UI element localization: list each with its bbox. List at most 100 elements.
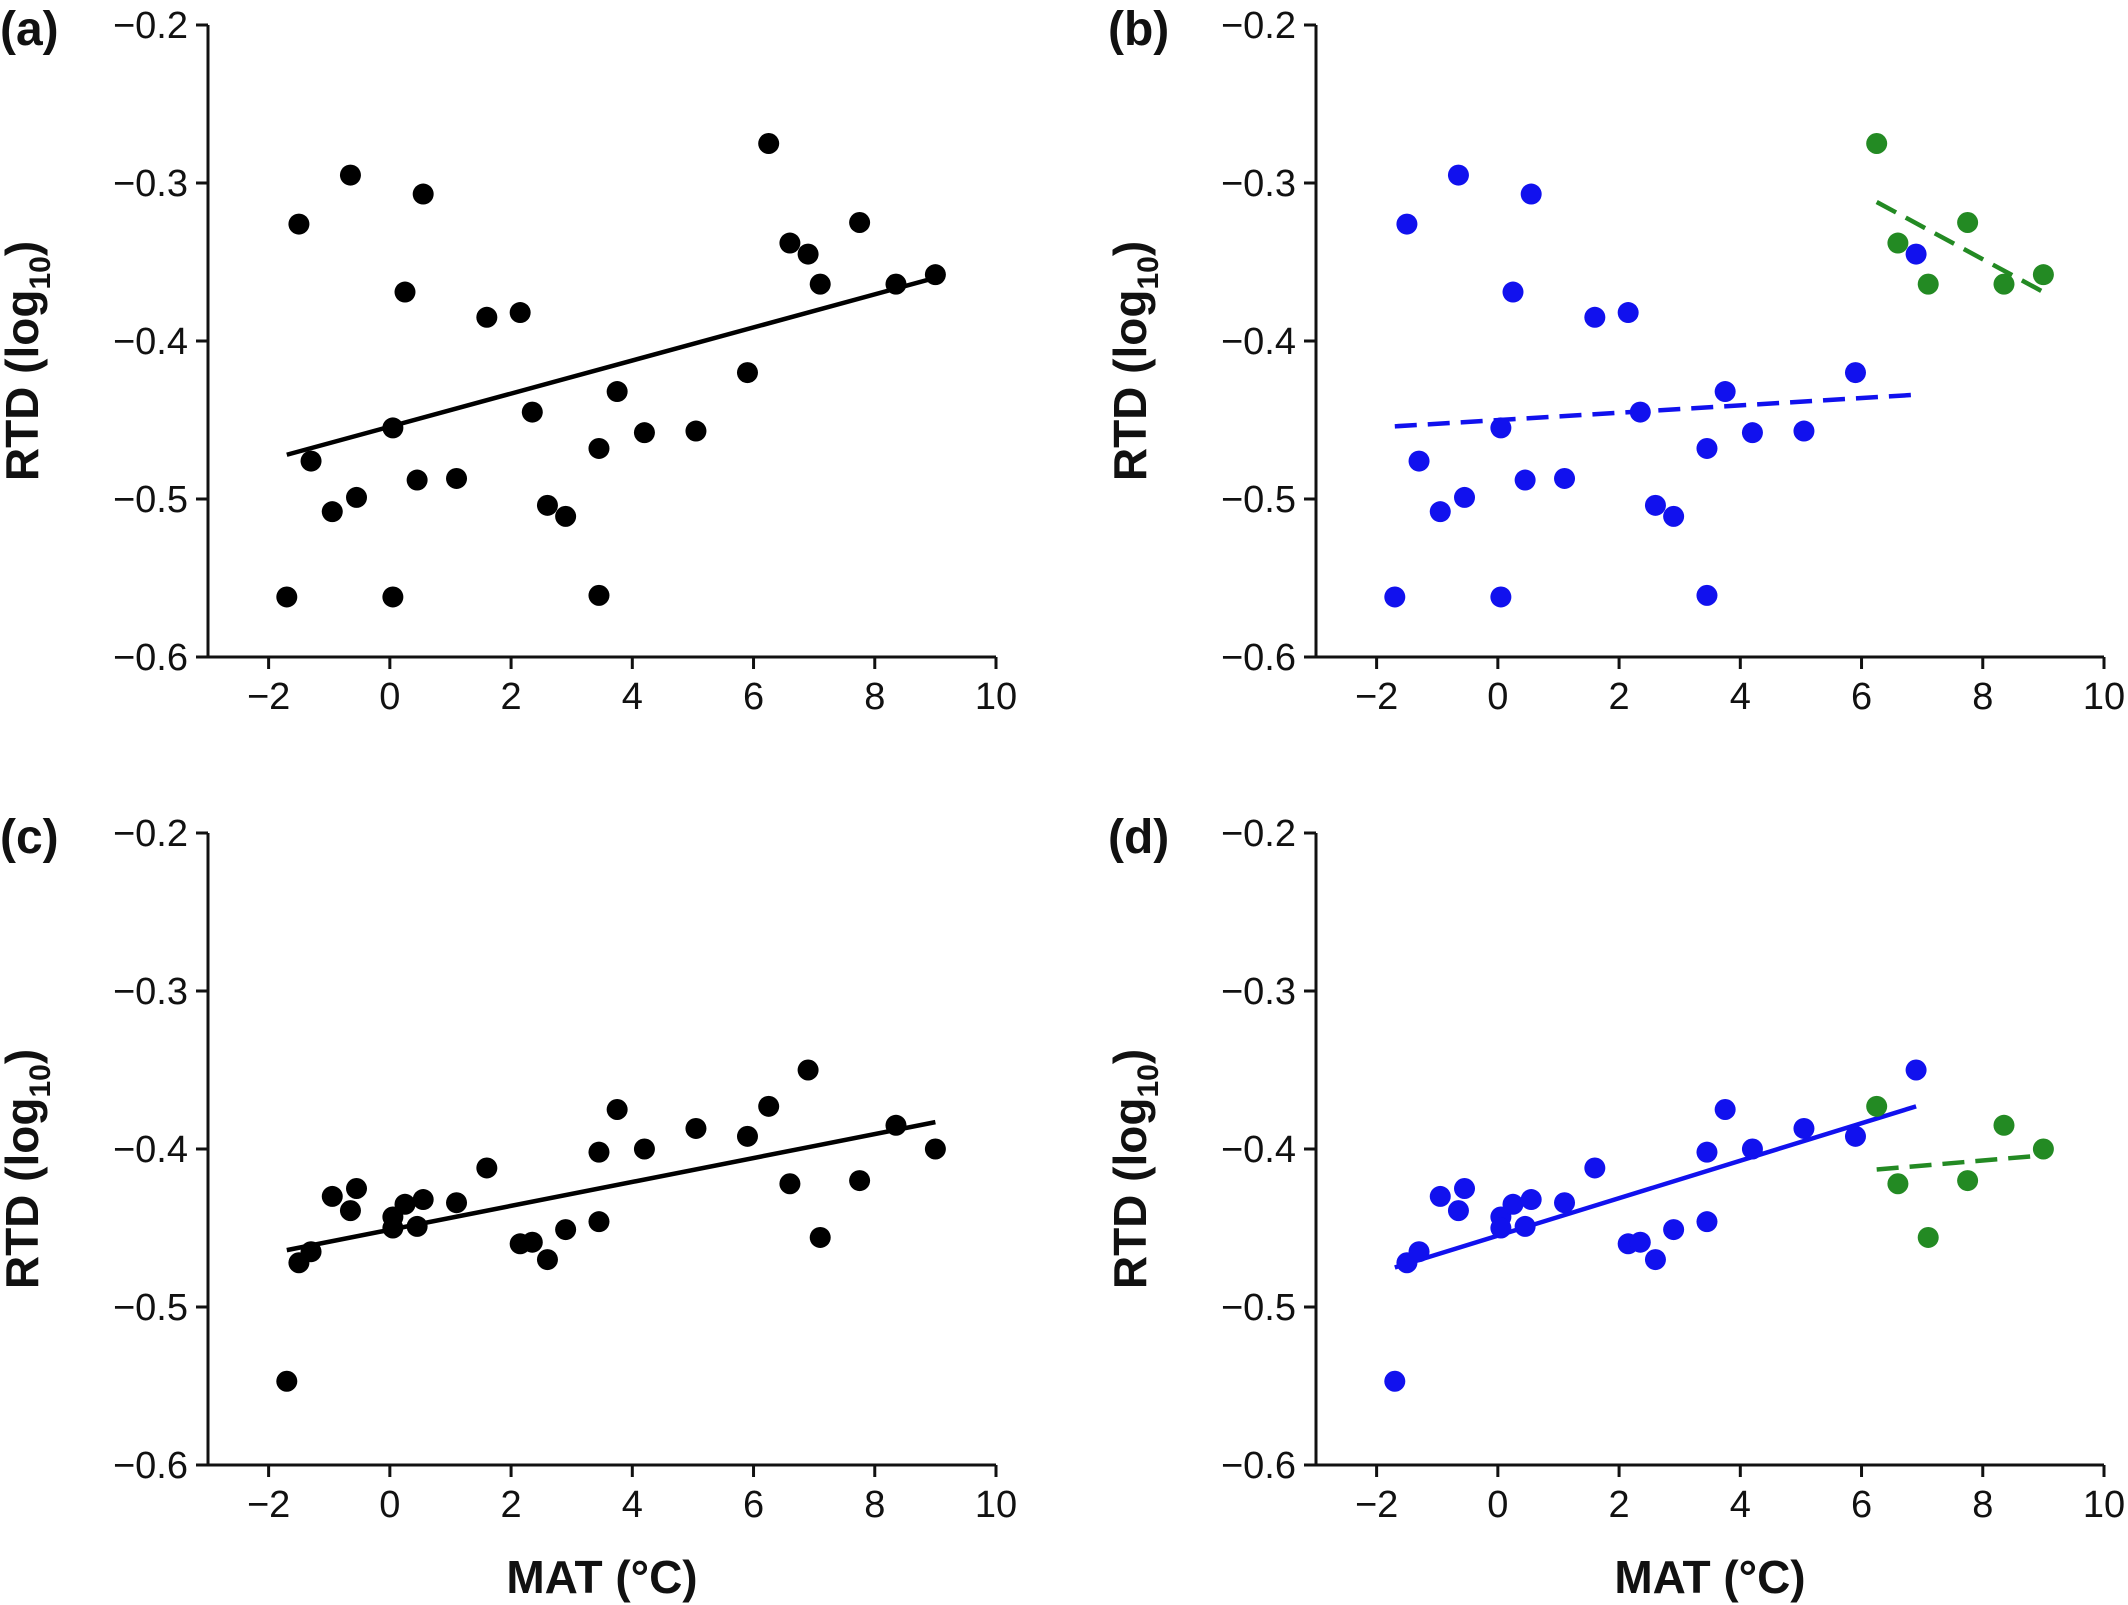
data-point bbox=[521, 401, 543, 423]
y-tick-label: −0.3 bbox=[113, 163, 188, 205]
data-point bbox=[1793, 1117, 1815, 1139]
data-point bbox=[1993, 1114, 2015, 1136]
panel-label: (b) bbox=[1108, 3, 1169, 56]
data-point bbox=[1514, 469, 1536, 491]
x-tick-label: 0 bbox=[379, 1484, 400, 1526]
data-point bbox=[1741, 422, 1763, 444]
data-point bbox=[1696, 1211, 1718, 1233]
data-point bbox=[1454, 486, 1476, 508]
data-point bbox=[1793, 420, 1815, 442]
data-point bbox=[1957, 212, 1979, 233]
y-tick-label: −0.5 bbox=[1221, 479, 1296, 521]
data-point bbox=[758, 1095, 780, 1117]
data-point bbox=[849, 212, 871, 233]
data-point bbox=[1584, 1157, 1606, 1179]
data-point bbox=[1714, 381, 1736, 403]
data-point bbox=[476, 306, 498, 328]
y-tick-label: −0.3 bbox=[113, 971, 188, 1013]
data-point bbox=[1554, 1192, 1576, 1214]
chart-panel-c: −0.6 −0.5 −0.4 −0.3 −0.2 −2 0 2 4 6 8 10 (c) RTD (log… bbox=[0, 811, 1017, 1603]
x-tick-label: 8 bbox=[1972, 1484, 1993, 1526]
data-point bbox=[339, 1200, 361, 1222]
data-point bbox=[588, 437, 610, 459]
data-point bbox=[276, 1370, 298, 1392]
chart-panel-b: −0.6 −0.5 −0.4 −0.3 −0.2 −2 0 2 4 6 8 10 (b) RTD (log… bbox=[1104, 3, 2125, 718]
y-tick-label: −0.6 bbox=[1221, 1445, 1296, 1487]
y-tick-label: −0.6 bbox=[113, 637, 188, 679]
data-point bbox=[321, 1185, 343, 1207]
data-point bbox=[1554, 467, 1576, 489]
y-tick-label: −0.2 bbox=[113, 813, 188, 855]
y-axis-label: RTD (log10) bbox=[0, 241, 57, 481]
data-point bbox=[758, 133, 780, 154]
data-point bbox=[382, 417, 404, 439]
y-tick-label: −0.3 bbox=[1221, 971, 1296, 1013]
data-point bbox=[536, 494, 558, 516]
data-point bbox=[1663, 1219, 1685, 1241]
data-point bbox=[809, 1226, 831, 1248]
y-axis-label: RTD (log10) bbox=[1104, 241, 1165, 481]
x-tick-label: −2 bbox=[1355, 1484, 1398, 1526]
chart-panel-d: −0.6 −0.5 −0.4 −0.3 −0.2 −2 0 2 4 6 8 10 (d) RTD (log… bbox=[1104, 811, 2125, 1603]
data-point bbox=[736, 362, 758, 384]
x-tick-label: −2 bbox=[247, 1484, 290, 1526]
data-point bbox=[606, 381, 628, 403]
data-point bbox=[1520, 1189, 1542, 1211]
data-point bbox=[606, 1099, 628, 1120]
x-tick-label: 6 bbox=[743, 676, 764, 718]
data-point bbox=[1490, 1217, 1512, 1239]
x-tick-label: 4 bbox=[1730, 676, 1751, 718]
x-tick-label: 8 bbox=[1972, 676, 1993, 718]
x-tick-label: 8 bbox=[864, 1484, 885, 1526]
data-point bbox=[885, 1114, 907, 1136]
data-point bbox=[588, 1211, 610, 1233]
y-tick-label: −0.5 bbox=[1221, 1287, 1296, 1329]
data-point bbox=[1957, 1170, 1979, 1192]
data-point bbox=[2032, 264, 2054, 286]
data-point bbox=[394, 1193, 416, 1215]
data-point bbox=[1887, 1173, 1909, 1195]
x-tick-label: 0 bbox=[379, 676, 400, 718]
data-point bbox=[394, 281, 416, 303]
data-point bbox=[412, 183, 434, 205]
x-tick-label: −2 bbox=[247, 676, 290, 718]
y-tick-label: −0.4 bbox=[113, 1129, 188, 1171]
data-point bbox=[924, 264, 946, 286]
y-tick-label: −0.2 bbox=[113, 5, 188, 47]
data-point bbox=[1408, 1241, 1430, 1263]
data-point bbox=[1844, 362, 1866, 384]
data-point bbox=[1502, 281, 1524, 303]
x-tick-label: 2 bbox=[1609, 676, 1630, 718]
data-point bbox=[685, 1117, 707, 1139]
data-point bbox=[1741, 1138, 1763, 1160]
data-point bbox=[779, 1173, 801, 1195]
data-point bbox=[1866, 133, 1888, 154]
x-tick-label: 0 bbox=[1487, 676, 1508, 718]
x-tick-label: 0 bbox=[1487, 1484, 1508, 1526]
data-point bbox=[1584, 306, 1606, 328]
data-point bbox=[1905, 243, 1927, 265]
data-point bbox=[346, 1178, 368, 1199]
data-point bbox=[779, 232, 801, 254]
x-tick-label: 10 bbox=[975, 676, 1017, 718]
data-point bbox=[1502, 1193, 1524, 1215]
data-point bbox=[633, 1138, 655, 1160]
data-point bbox=[1663, 505, 1685, 527]
data-point bbox=[809, 273, 831, 295]
data-point bbox=[1644, 494, 1666, 516]
y-tick-label: −0.3 bbox=[1221, 163, 1296, 205]
data-point bbox=[300, 450, 322, 472]
data-point bbox=[1696, 584, 1718, 606]
data-point bbox=[536, 1249, 558, 1271]
data-point bbox=[1714, 1099, 1736, 1120]
data-point bbox=[588, 584, 610, 606]
y-tick-label: −0.5 bbox=[113, 1287, 188, 1329]
x-tick-label: −2 bbox=[1355, 676, 1398, 718]
x-tick-label: 4 bbox=[622, 676, 643, 718]
data-point bbox=[1490, 586, 1512, 608]
data-point bbox=[1447, 1200, 1469, 1222]
x-tick-label: 6 bbox=[1851, 676, 1872, 718]
y-tick-label: −0.2 bbox=[1221, 5, 1296, 47]
fit-line bbox=[1394, 392, 1917, 429]
